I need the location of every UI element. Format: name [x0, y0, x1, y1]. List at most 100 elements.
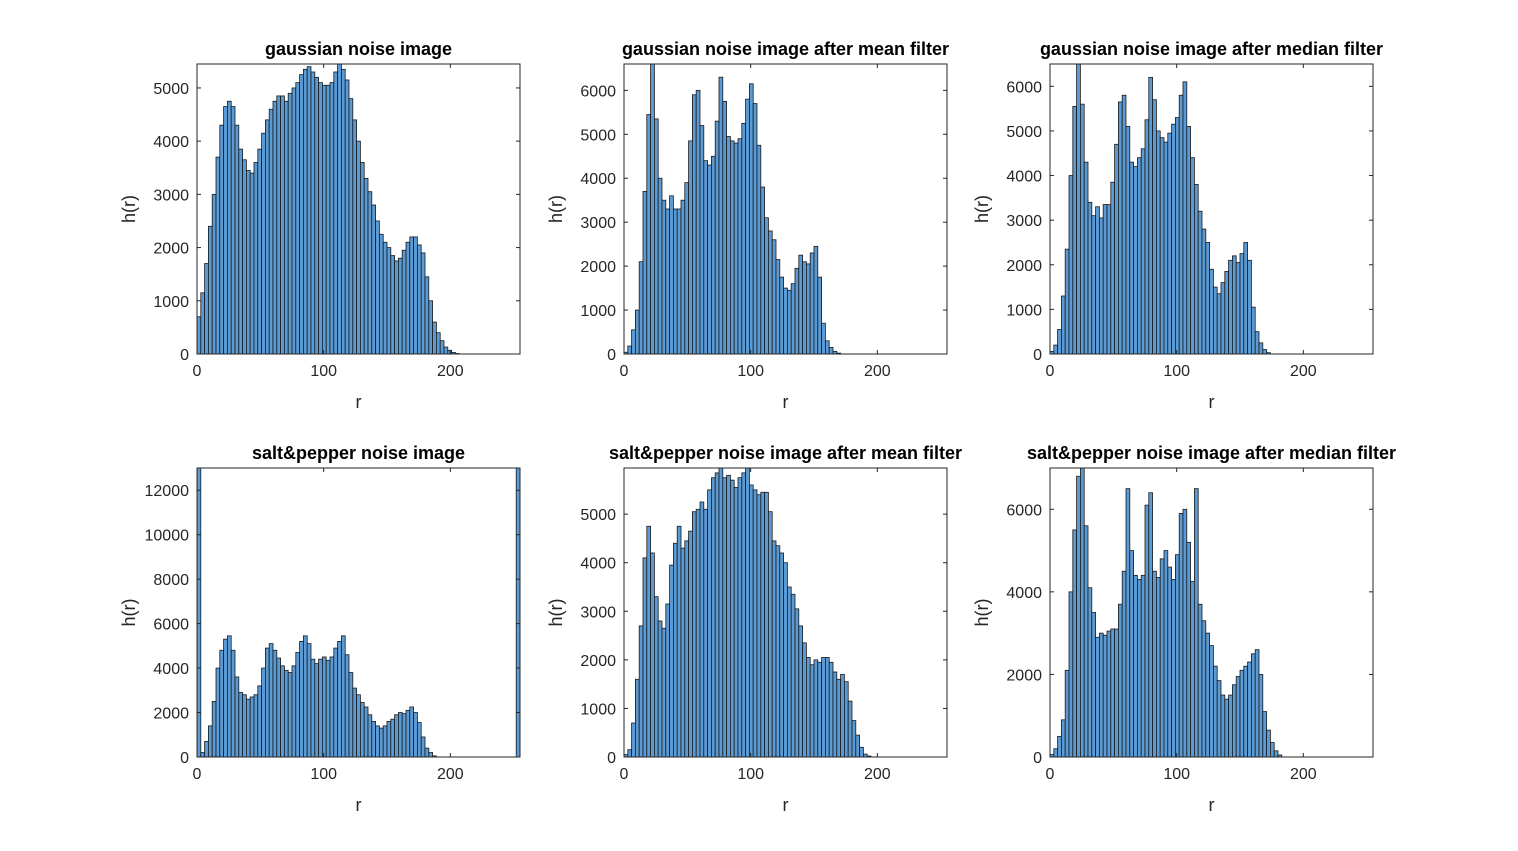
histogram-bar	[730, 479, 735, 758]
histogram-bar	[215, 667, 221, 758]
histogram-bar	[337, 641, 342, 758]
histogram-bar	[1178, 513, 1184, 758]
histogram-bar	[1137, 579, 1142, 758]
histogram-bar	[1159, 558, 1165, 758]
histogram-bar	[397, 712, 403, 758]
histogram-bar	[1068, 591, 1074, 758]
histogram-panel-3: 0 100 2000100020003000400050006000gaussian…	[972, 39, 1383, 412]
histogram-bar	[283, 100, 289, 355]
y-tick-label: 4000	[1006, 585, 1042, 602]
histogram-bar	[1220, 282, 1226, 355]
histogram-bar	[371, 721, 376, 758]
x-tick-label: 0	[1046, 363, 1055, 380]
x-axis-label: r	[783, 795, 789, 815]
y-tick-label: 0	[180, 750, 189, 767]
histogram-bar	[340, 68, 346, 355]
histogram-bar	[642, 557, 648, 758]
histogram-bar	[302, 68, 308, 355]
histogram-bar	[238, 148, 244, 355]
histogram-bar	[787, 586, 792, 758]
x-tick-label: 200	[864, 363, 891, 380]
histogram-bar	[676, 208, 682, 355]
histogram-bar	[813, 659, 819, 758]
histogram-bar	[204, 263, 209, 355]
histogram-bar	[1106, 630, 1112, 758]
histogram-bar	[257, 148, 262, 355]
histogram-bar	[1247, 259, 1252, 355]
histogram-bar	[638, 625, 644, 758]
histogram-bar	[790, 283, 796, 355]
histogram-bar	[1163, 550, 1169, 758]
histogram-bar	[1197, 210, 1203, 355]
histogram-bar	[321, 656, 327, 758]
histogram-bar	[401, 713, 407, 758]
histogram-bar	[291, 87, 297, 355]
histogram-bar	[745, 98, 750, 355]
x-tick-label: 0	[620, 363, 629, 380]
histogram-bar	[1262, 711, 1268, 758]
histogram-bar	[318, 658, 323, 758]
histogram-bar	[253, 162, 259, 355]
histogram-bar	[1129, 161, 1135, 355]
histogram-bar	[405, 709, 411, 758]
y-axis-label: h(r)	[119, 195, 139, 223]
histogram-bar	[851, 720, 857, 758]
histogram-bar	[680, 547, 686, 758]
y-axis-label: h(r)	[119, 599, 139, 627]
x-tick-label: 100	[310, 363, 337, 380]
histogram-bar	[223, 106, 228, 355]
panel-title: salt&pepper noise image	[252, 443, 465, 463]
histogram-bar	[802, 261, 807, 355]
histogram-bar	[1205, 242, 1211, 355]
x-tick-label: 0	[193, 766, 202, 783]
histogram-bar	[1057, 735, 1062, 758]
y-tick-label: 2000	[1006, 258, 1042, 275]
axes-box	[623, 63, 948, 355]
axes-box	[196, 467, 521, 758]
histogram-bar	[684, 182, 689, 355]
histogram-bar	[329, 82, 335, 355]
histogram-bar	[344, 654, 350, 758]
y-tick-label: 0	[1033, 347, 1042, 364]
histogram-bar	[1235, 262, 1241, 355]
histogram-bar	[416, 722, 422, 758]
histogram-bar	[356, 140, 361, 355]
histogram-bar	[299, 74, 304, 355]
histogram-bar	[401, 249, 407, 355]
y-tick-label: 5000	[580, 127, 616, 144]
histogram-bar	[1087, 587, 1093, 758]
histogram-bar	[1167, 566, 1173, 758]
histogram-bar	[1178, 94, 1184, 355]
y-tick-label: 5000	[153, 81, 189, 98]
histogram-bar	[1186, 541, 1192, 758]
histogram-bar	[276, 95, 281, 355]
histogram-bar	[1258, 342, 1264, 355]
histogram-bar	[394, 260, 399, 355]
histogram-bar	[371, 204, 376, 355]
histogram-bar	[363, 706, 369, 758]
histogram-bar	[718, 76, 724, 355]
histogram-bar	[809, 664, 815, 758]
histogram-bar	[737, 138, 743, 355]
histogram-bar	[1156, 130, 1161, 355]
histogram-bar	[390, 255, 395, 355]
histogram-bar	[1190, 157, 1195, 355]
histogram-bar	[1057, 329, 1062, 355]
histogram-bar	[798, 625, 803, 758]
histogram-bar	[344, 79, 350, 355]
histogram-bar	[787, 289, 792, 355]
histogram-bar	[642, 191, 648, 355]
bars-group	[1049, 467, 1283, 758]
histogram-bar	[405, 241, 411, 355]
histogram-bar	[230, 106, 236, 355]
histogram-bar	[1186, 126, 1192, 355]
histogram-bar	[386, 721, 392, 758]
histogram-bar	[226, 635, 232, 758]
histogram-bar	[692, 511, 697, 758]
histogram-bar	[196, 316, 202, 355]
x-tick-label: 0	[1046, 766, 1055, 783]
histogram-bar	[1273, 750, 1279, 758]
histogram-bar	[325, 659, 331, 758]
histogram-bar	[245, 170, 251, 355]
histogram-bar	[1201, 228, 1207, 355]
